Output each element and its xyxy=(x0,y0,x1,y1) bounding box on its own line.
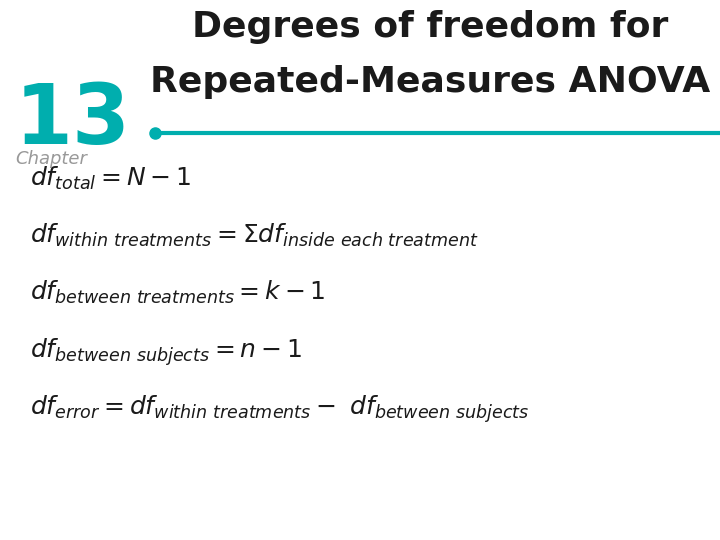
Text: $df_{between\ subjects} = n - 1$: $df_{between\ subjects} = n - 1$ xyxy=(30,336,302,368)
Text: $df_{total} = N - 1$: $df_{total} = N - 1$ xyxy=(30,165,191,192)
Text: Degrees of freedom for: Degrees of freedom for xyxy=(192,10,668,44)
Text: $df_{between\ treatments} = k - 1$: $df_{between\ treatments} = k - 1$ xyxy=(30,279,325,306)
Text: Repeated-Measures ANOVA: Repeated-Measures ANOVA xyxy=(150,65,710,99)
Text: Chapter: Chapter xyxy=(15,150,87,168)
Text: $df_{error} = df_{within\ treatments} - \ df_{between\ subjects}$: $df_{error} = df_{within\ treatments} - … xyxy=(30,393,529,424)
Text: 13: 13 xyxy=(15,80,131,161)
Text: $df_{within\ treatments} = \Sigma df_{inside\ each\ treatment}$: $df_{within\ treatments} = \Sigma df_{in… xyxy=(30,222,479,249)
